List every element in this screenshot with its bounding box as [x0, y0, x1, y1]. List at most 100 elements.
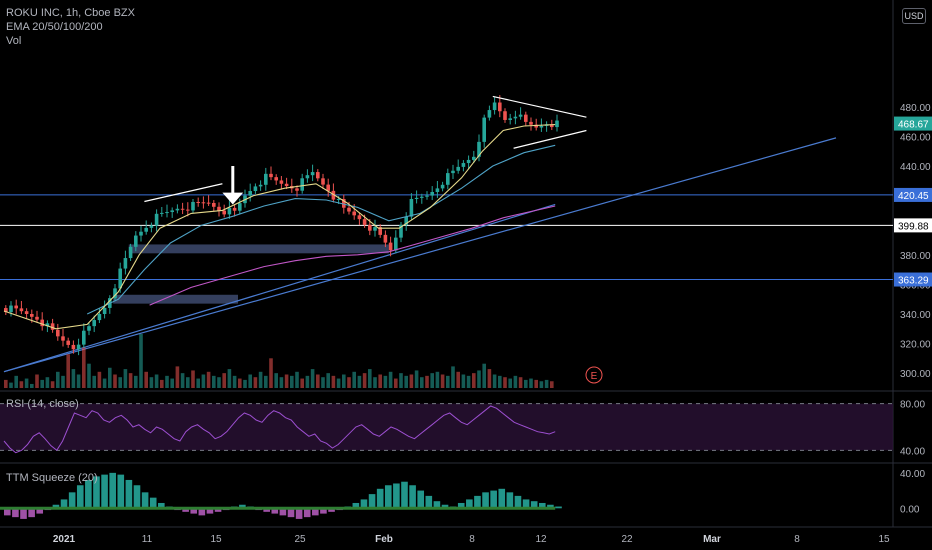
ttm-histogram-bar	[68, 492, 76, 509]
volume-bar	[461, 374, 466, 388]
volume-bar	[238, 378, 242, 388]
ttm-histogram-bar	[522, 499, 530, 509]
candle-body	[160, 212, 164, 214]
candle-body	[446, 173, 450, 185]
volume-bar	[123, 369, 128, 388]
ttm-histogram-bar	[555, 506, 562, 509]
candle-body	[482, 117, 486, 142]
volume-bar	[487, 369, 492, 388]
ttm-histogram-bar	[376, 488, 384, 509]
volume-bar	[352, 371, 356, 388]
volume-bar	[513, 375, 518, 388]
volume-bar	[373, 377, 377, 388]
volume-bar	[61, 375, 65, 388]
candle-body	[404, 216, 408, 225]
candle-body	[264, 173, 268, 185]
candle-body	[165, 212, 169, 214]
volume-bar	[451, 366, 455, 388]
volume-bar	[539, 381, 544, 388]
candle-body	[66, 340, 70, 345]
volume-bar	[180, 373, 185, 388]
candle-body	[378, 227, 382, 235]
volume-bar	[482, 363, 486, 388]
ttm-histogram-bar	[409, 485, 416, 509]
candle-body	[336, 199, 341, 201]
rsi-band	[0, 403, 893, 451]
price-badge	[894, 187, 932, 202]
volume-bar	[347, 377, 351, 388]
volume-bar	[518, 377, 523, 388]
candle-body	[326, 184, 330, 191]
candle-body	[394, 237, 398, 251]
volume-bar	[243, 379, 247, 388]
candle-body	[477, 141, 481, 157]
rsi-line	[3, 405, 556, 454]
candle-body	[212, 203, 216, 207]
volume-bar	[368, 369, 372, 388]
candle-body	[206, 202, 211, 204]
volume-bar	[388, 371, 393, 388]
volume-bar	[165, 375, 169, 388]
ttm-histogram-bar	[239, 504, 246, 509]
volume-bar	[102, 378, 107, 388]
channel-top-line	[144, 183, 223, 203]
candle-body	[534, 124, 538, 128]
ttm-histogram-bar	[417, 490, 425, 509]
ttm-histogram-bar	[393, 483, 400, 509]
price-badge	[894, 272, 932, 287]
volume-bar	[186, 377, 190, 388]
volume-bar	[503, 377, 507, 388]
ttm-histogram-bar	[109, 472, 116, 509]
candle-body	[196, 201, 200, 203]
candle-body	[30, 314, 34, 317]
candle-body	[134, 235, 138, 247]
candle-body	[258, 184, 263, 187]
candle-body	[352, 211, 356, 216]
pennant-upper-line	[492, 95, 587, 118]
candle-body	[128, 246, 133, 259]
ttm-histogram-bar	[52, 504, 60, 509]
ttm-histogram-bar	[141, 492, 149, 509]
ttm-histogram-bar	[490, 490, 497, 509]
candle-body	[435, 188, 440, 192]
ttm-histogram-bar	[85, 479, 92, 509]
volume-bar	[342, 374, 346, 388]
candle-body	[113, 288, 117, 299]
volume-bar	[149, 377, 154, 388]
candle-body	[466, 159, 471, 164]
ttm-histogram-bar	[320, 508, 327, 514]
volume-bar	[399, 373, 403, 388]
candle-body	[451, 170, 455, 174]
volume-bar	[227, 369, 232, 388]
candle-body	[373, 227, 377, 231]
candle-body	[45, 323, 50, 327]
ttm-histogram-bar	[117, 474, 125, 509]
volume-bar	[492, 374, 497, 388]
time-axis-label: 25	[294, 534, 306, 545]
candle-body	[310, 172, 315, 176]
candle-body	[61, 336, 65, 341]
ema50-line	[86, 144, 556, 315]
volume-bar	[24, 378, 29, 388]
candle-body	[420, 196, 424, 198]
ema20-line	[3, 124, 556, 330]
volume-bar	[50, 381, 55, 388]
volume-bar	[56, 371, 60, 388]
ttm-histogram-bar	[303, 508, 311, 518]
ttm-tick-label: 0.00	[900, 504, 920, 515]
candle-body	[180, 208, 185, 210]
candle-body	[149, 225, 154, 228]
candle-body	[40, 319, 44, 327]
ttm-histogram-bar	[190, 508, 198, 514]
symbol-legend: ROKU INC, 1h, Cboe BZX	[6, 7, 135, 19]
candle-body	[170, 210, 174, 213]
currency-button[interactable]: USD	[902, 8, 926, 24]
price-badge-label: 399.88	[898, 221, 929, 232]
candle-body	[279, 180, 284, 184]
volume-bar	[76, 374, 81, 388]
volume-bar	[446, 375, 450, 388]
volume-bar	[279, 377, 284, 388]
ttm-histogram-bar	[206, 508, 214, 514]
candle-body	[472, 156, 476, 160]
